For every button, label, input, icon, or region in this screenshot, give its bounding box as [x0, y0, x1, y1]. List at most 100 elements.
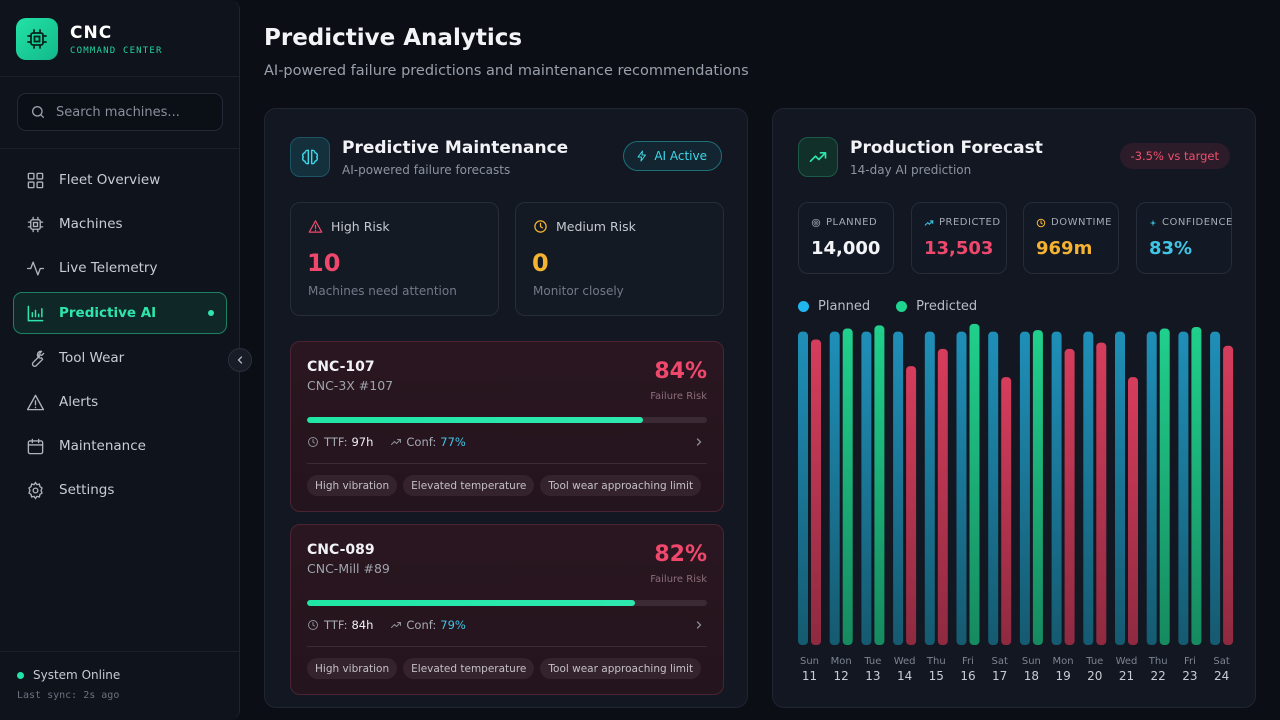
failure-risk-label: Failure Risk: [650, 574, 707, 585]
x-tick-date: 21: [1119, 669, 1134, 683]
bar-planned[interactable]: [956, 331, 967, 645]
bar-predicted[interactable]: [1096, 342, 1107, 645]
x-tick-day: Tue: [863, 656, 881, 667]
bar-planned[interactable]: [1146, 331, 1157, 645]
x-tick-day: Wed: [1116, 656, 1138, 667]
sidebar-item-label: Maintenance: [59, 438, 146, 454]
search-box[interactable]: [17, 93, 223, 131]
bar-predicted[interactable]: [969, 323, 980, 645]
chevron-right-icon[interactable]: [693, 619, 705, 631]
bar-predicted[interactable]: [811, 339, 821, 646]
legend-item-predicted[interactable]: Predicted: [896, 299, 977, 314]
high-risk-label: High Risk: [331, 219, 390, 234]
bar-predicted[interactable]: [1223, 345, 1234, 645]
chevron-left-icon: [237, 356, 243, 364]
bar-planned[interactable]: [1019, 331, 1030, 645]
legend-item-planned[interactable]: Planned: [798, 299, 870, 314]
legend-label: Predicted: [916, 299, 978, 314]
machine-model: CNC-3X #107: [307, 378, 394, 393]
bar-planned[interactable]: [798, 331, 808, 645]
risk-progress-bar: [307, 417, 707, 423]
bar-planned[interactable]: [924, 331, 935, 645]
machine-id: CNC-089: [307, 542, 375, 558]
ai-active-badge[interactable]: AI Active: [623, 141, 722, 171]
bar-predicted[interactable]: [1032, 330, 1043, 645]
x-tick-date: 22: [1151, 669, 1166, 683]
sidebar-item-label: Settings: [59, 482, 115, 498]
bar-predicted[interactable]: [874, 325, 885, 645]
legend-label: Planned: [818, 299, 871, 314]
confidence-value: 79%: [440, 618, 466, 632]
bar-planned[interactable]: [1051, 331, 1062, 645]
target-icon: [811, 218, 821, 227]
forecast-bar-chart: Sun 11 Mon 12 Tue 13 Wed 14 Thu 15 Fri 16 Sat 17 Sun 18…: [798, 323, 1234, 683]
clock-icon: [308, 620, 318, 630]
production-forecast-card: Production Forecast 14-day AI prediction…: [772, 108, 1256, 708]
bar-planned[interactable]: [988, 331, 999, 645]
bar-planned[interactable]: [861, 331, 872, 645]
brand-name: CNC: [70, 22, 113, 43]
bar-predicted[interactable]: [1001, 377, 1012, 645]
bar-planned[interactable]: [1210, 331, 1221, 645]
bar-predicted[interactable]: [1128, 377, 1138, 645]
bar-predicted[interactable]: [1159, 328, 1170, 645]
page-title: Predictive Analytics: [264, 25, 523, 51]
stat-value: 969m: [1036, 238, 1093, 259]
chevron-right-icon[interactable]: [693, 436, 705, 448]
medium-risk-note: Monitor closely: [533, 284, 624, 298]
x-tick-day: Tue: [1085, 656, 1103, 667]
sidebar-item-machines[interactable]: Machines: [13, 204, 227, 244]
bar-predicted[interactable]: [1191, 326, 1202, 645]
machine-risk-card[interactable]: CNC-089 CNC-Mill #89 82% Failure Risk TT…: [290, 524, 724, 695]
brand[interactable]: CNC COMMAND CENTER: [16, 18, 163, 60]
clock-icon: [1036, 218, 1046, 227]
predictive-maintenance-card: Predictive Maintenance AI-powered failur…: [264, 108, 748, 708]
last-sync: Last sync: 2s ago: [17, 690, 120, 701]
search-input[interactable]: [56, 104, 216, 120]
collapse-sidebar-button[interactable]: [228, 348, 252, 372]
stat-value: 13,503: [924, 238, 994, 259]
x-tick-day: Sun: [800, 656, 819, 667]
sparkle-icon: [1149, 219, 1157, 226]
sidebar-item-maintenance[interactable]: Maintenance: [13, 426, 227, 466]
bar-planned[interactable]: [893, 331, 904, 645]
warning-icon: [26, 394, 45, 410]
bar-predicted[interactable]: [906, 366, 917, 645]
x-tick-date: 15: [929, 669, 944, 683]
bar-predicted[interactable]: [842, 328, 853, 645]
high-risk-summary[interactable]: High Risk 10 Machines need attention: [290, 202, 499, 316]
bar-planned[interactable]: [829, 331, 840, 645]
failure-risk-label: Failure Risk: [650, 391, 707, 402]
status-label: System Online: [33, 668, 121, 682]
card-title: Production Forecast: [850, 138, 1043, 158]
bar-predicted[interactable]: [937, 348, 948, 645]
sidebar-item-label: Machines: [59, 216, 123, 232]
bar-planned[interactable]: [1115, 331, 1125, 645]
issue-tag: Tool wear approaching limit: [540, 658, 702, 679]
bar-planned[interactable]: [1083, 331, 1094, 645]
sidebar-item-tool-wear[interactable]: Tool Wear: [13, 338, 227, 378]
sidebar-item-live-telemetry[interactable]: Live Telemetry: [13, 248, 227, 288]
x-tick-date: 23: [1182, 669, 1197, 683]
bar-planned[interactable]: [1178, 331, 1189, 645]
stat-downtime: DOWNTIME 969m: [1023, 202, 1119, 274]
x-tick-day: Sat: [1213, 656, 1229, 667]
active-indicator: [208, 310, 214, 316]
x-tick-date: 24: [1214, 669, 1229, 683]
x-tick-date: 16: [960, 669, 975, 683]
sidebar-item-fleet-overview[interactable]: Fleet Overview: [13, 160, 227, 200]
bar-predicted[interactable]: [1064, 348, 1075, 645]
sidebar-item-settings[interactable]: Settings: [13, 470, 227, 510]
ttf-label: TTF:: [324, 435, 348, 449]
sidebar-item-label: Live Telemetry: [59, 260, 158, 276]
sidebar-item-predictive-ai[interactable]: Predictive AI: [13, 292, 227, 334]
sidebar-divider: [0, 148, 240, 149]
sidebar-item-alerts[interactable]: Alerts: [13, 382, 227, 422]
medium-risk-summary[interactable]: Medium Risk 0 Monitor closely: [515, 202, 724, 316]
card-title: Predictive Maintenance: [342, 138, 569, 158]
activity-icon: [26, 260, 45, 276]
x-tick-date: 17: [992, 669, 1007, 683]
machine-risk-card[interactable]: CNC-107 CNC-3X #107 84% Failure Risk TTF…: [290, 341, 724, 512]
trend-up-icon: [391, 622, 402, 628]
x-tick-date: 20: [1087, 669, 1102, 683]
